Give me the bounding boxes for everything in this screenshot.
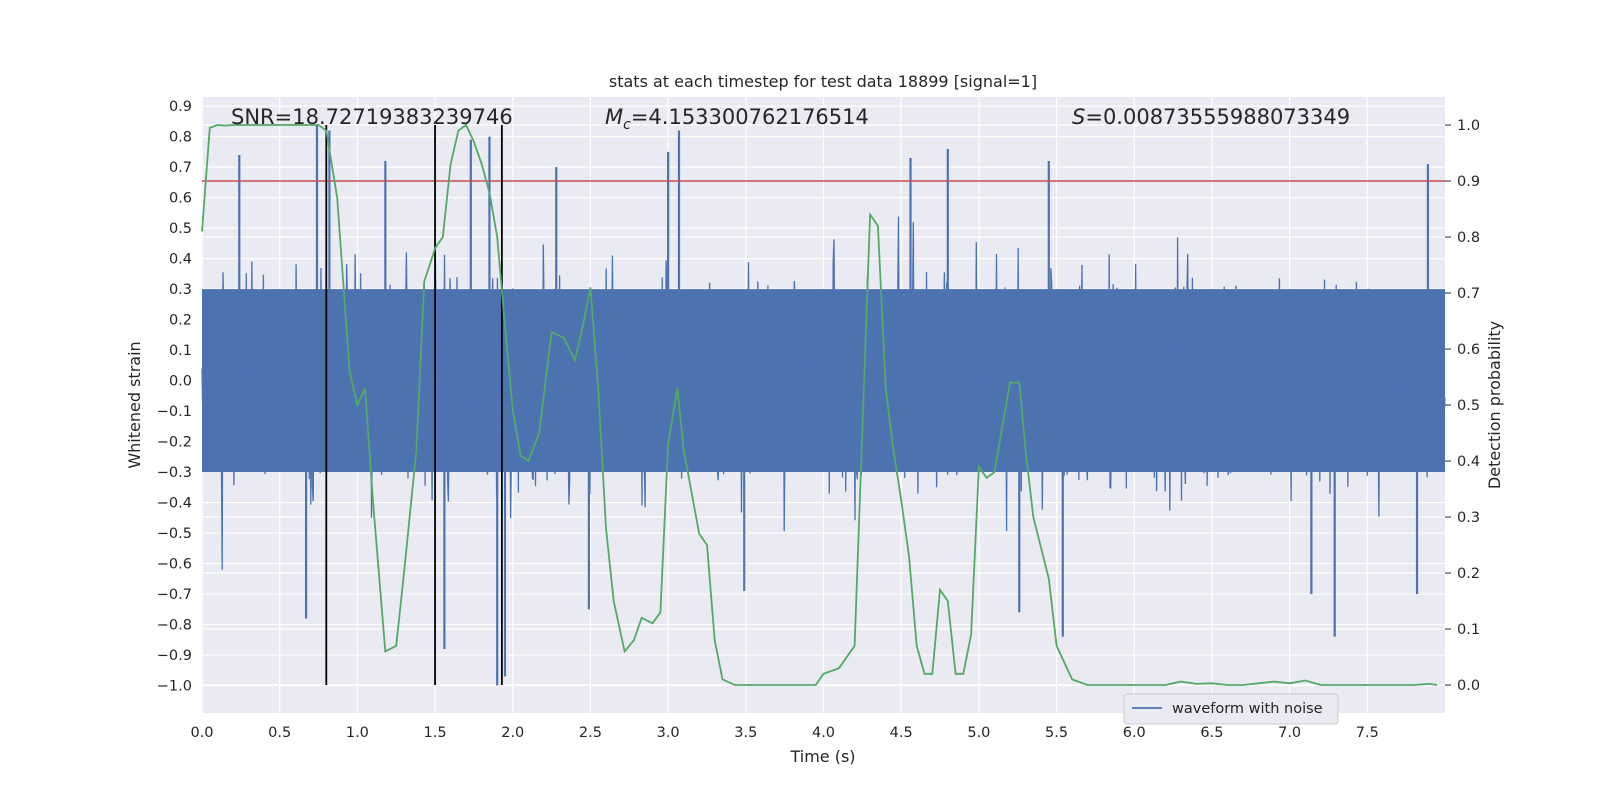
y-left-tick-label: −0.6 bbox=[157, 557, 192, 573]
y-left-tick-label: 0.3 bbox=[169, 282, 192, 298]
y-right-tick-label: 0.8 bbox=[1457, 230, 1480, 246]
x-tick-label: 4.0 bbox=[812, 725, 835, 741]
x-tick-label: 5.0 bbox=[967, 725, 990, 741]
x-tick-label: 6.5 bbox=[1200, 725, 1223, 741]
s-value: =0.00873555988073349 bbox=[1085, 105, 1350, 129]
y-right-tick-label: 0.4 bbox=[1457, 454, 1480, 470]
y-right-tick-label: 0.5 bbox=[1457, 398, 1480, 414]
y-left-tick-label: −0.3 bbox=[157, 465, 192, 481]
probability-series bbox=[201, 123, 1438, 686]
chirp-mass-symbol: M bbox=[605, 105, 623, 129]
y-left-tick-label: 0.7 bbox=[169, 160, 192, 176]
x-tick-label: 3.0 bbox=[657, 725, 680, 741]
y-right-tick-label: 0.6 bbox=[1457, 342, 1480, 358]
y-left-tick-label: 0.5 bbox=[169, 221, 192, 237]
vertical-lines bbox=[325, 125, 503, 685]
x-tick-label: 7.5 bbox=[1356, 725, 1379, 741]
x-tick-label: 5.5 bbox=[1045, 725, 1068, 741]
x-tick-label: 7.0 bbox=[1278, 725, 1301, 741]
y-left-tick-label: 0.2 bbox=[169, 313, 192, 329]
y-right-axis-label: Detection probability bbox=[1485, 321, 1504, 489]
s-annotation: S=0.00873555988073349 bbox=[1072, 105, 1350, 129]
y-left-tick-label: −0.1 bbox=[157, 404, 192, 420]
y-left-tick-label: 0.6 bbox=[169, 191, 192, 207]
x-tick-label: 1.5 bbox=[424, 725, 447, 741]
x-tick-label: 1.0 bbox=[346, 725, 369, 741]
y-right-tick-label: 0.1 bbox=[1457, 622, 1480, 638]
y-left-tick-label: −0.8 bbox=[157, 618, 192, 634]
y-left-tick-label: −0.4 bbox=[157, 496, 192, 512]
x-tick-label: 3.5 bbox=[734, 725, 757, 741]
y-left-tick-label: −1.0 bbox=[157, 679, 192, 695]
snr-annotation: SNR=18.72719383239746 bbox=[231, 105, 513, 129]
chart-title: stats at each timestep for test data 188… bbox=[609, 72, 1037, 91]
x-tick-label: 0.0 bbox=[190, 725, 213, 741]
y-left-tick-label: 0.4 bbox=[169, 252, 192, 268]
y-left-tick-label: −0.5 bbox=[157, 526, 192, 542]
x-tick-label: 6.0 bbox=[1123, 725, 1146, 741]
detection-probability-line bbox=[201, 123, 1438, 686]
y-right-tick-label: 0.3 bbox=[1457, 510, 1480, 526]
waveform-line bbox=[201, 216, 1446, 570]
legend: waveform with noise bbox=[1123, 693, 1339, 725]
chirp-mass-annotation: Mc=4.153300762176514 bbox=[605, 105, 869, 133]
x-tick-label: 2.5 bbox=[579, 725, 602, 741]
y-left-tick-label: 0.8 bbox=[169, 130, 192, 146]
s-symbol: S bbox=[1072, 105, 1085, 129]
y-left-tick-label: −0.2 bbox=[157, 435, 192, 451]
y-left-axis-label: Whitened strain bbox=[125, 341, 144, 468]
legend-label: waveform with noise bbox=[1172, 701, 1323, 717]
y-right-tick-label: 0.0 bbox=[1457, 678, 1480, 694]
chirp-mass-value: =4.153300762176514 bbox=[631, 105, 869, 129]
y-left-tick-label: 0.1 bbox=[169, 343, 192, 359]
y-left-tick-label: −0.7 bbox=[157, 587, 192, 603]
x-tick-label: 2.0 bbox=[501, 725, 524, 741]
y-right-tick-label: 1.0 bbox=[1457, 118, 1480, 134]
y-left-axis-ticks: 0.9 0.8 0.7 0.6 0.5 0.4 0.3 0.2 0.1 0.0 −0.1 −0.2 −0… bbox=[157, 99, 192, 694]
x-axis-label: Time (s) bbox=[789, 747, 855, 766]
x-tick-label: 0.5 bbox=[268, 725, 291, 741]
y-left-tick-label: 0.9 bbox=[169, 99, 192, 115]
x-axis-ticks: 0.0 0.5 1.0 1.5 2.0 2.5 3.0 3.5 4.0 4.5 5.0 5.5 6.0 6… bbox=[190, 725, 1378, 741]
y-left-tick-label: 0.0 bbox=[169, 374, 192, 390]
legend-box bbox=[1123, 693, 1339, 725]
chirp-mass-subscript: c bbox=[623, 117, 631, 133]
y-left-tick-label: −0.9 bbox=[157, 648, 192, 664]
waveform-series bbox=[201, 124, 1446, 686]
y-right-tick-label: 0.2 bbox=[1457, 566, 1480, 582]
y-right-axis-ticks: 1.0 0.9 0.8 0.7 0.6 0.5 0.4 0.3 0.2 0.1 0.0 bbox=[1445, 118, 1480, 694]
y-right-tick-label: 0.9 bbox=[1457, 174, 1480, 190]
x-tick-label: 4.5 bbox=[890, 725, 913, 741]
y-right-tick-label: 0.7 bbox=[1457, 286, 1480, 302]
